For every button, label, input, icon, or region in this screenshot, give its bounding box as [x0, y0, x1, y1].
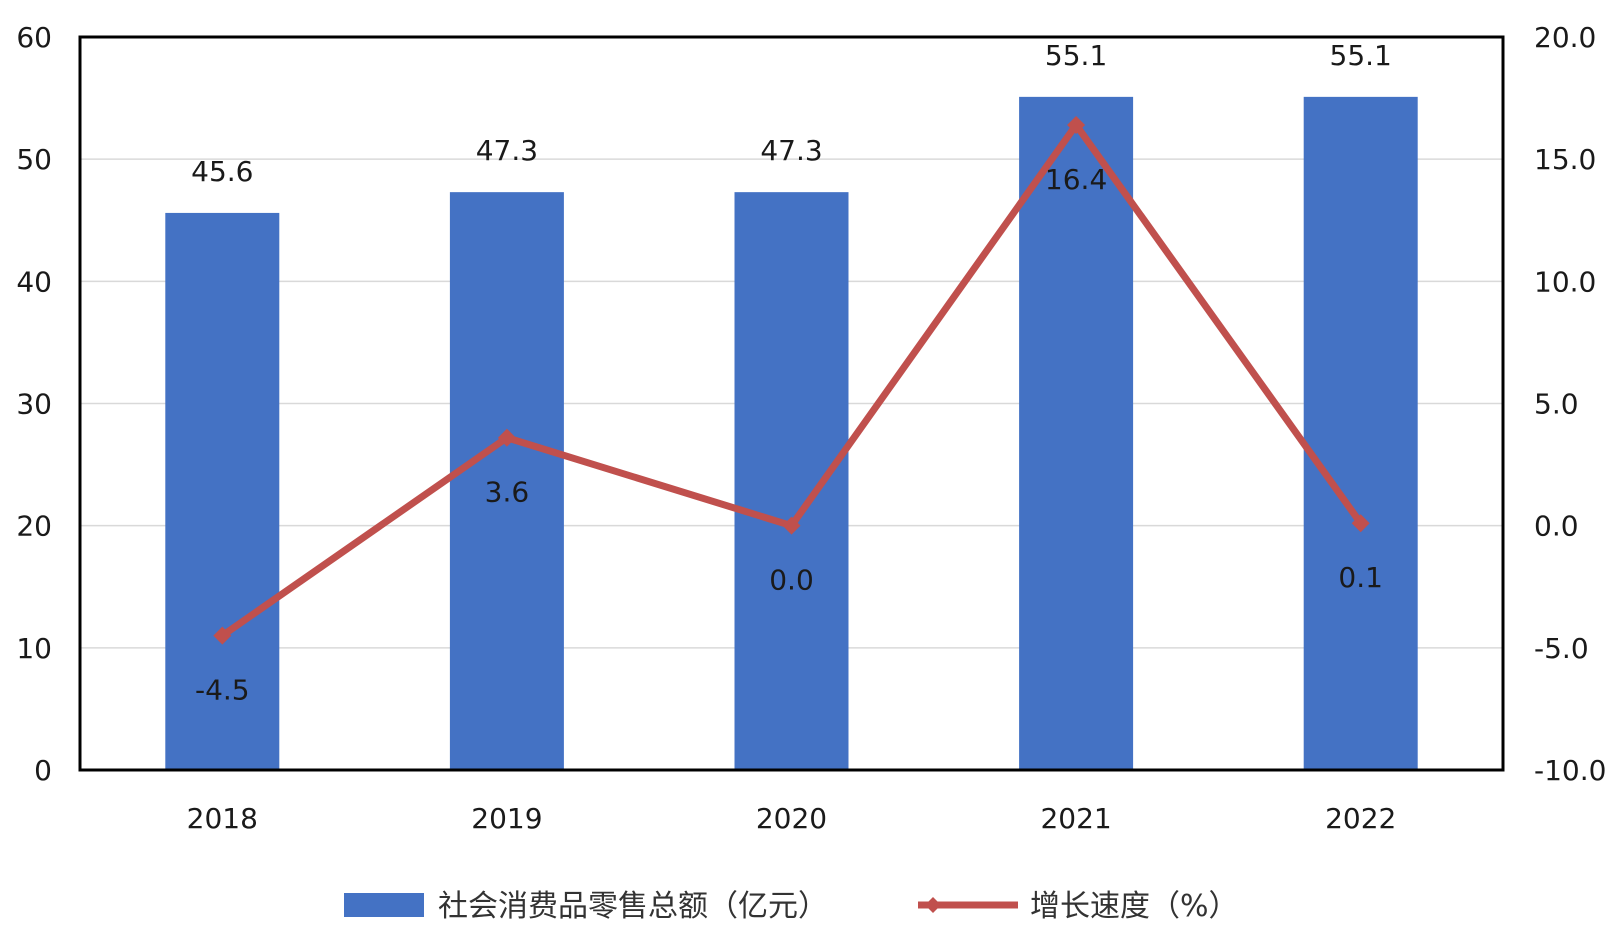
x-tick-2019: 2019 — [471, 802, 542, 835]
line-point-2021 — [1067, 115, 1086, 134]
y-right-tick: 15.0 — [1534, 143, 1596, 176]
x-tick-2021: 2021 — [1040, 802, 1111, 835]
y-left-tick: 0 — [34, 754, 52, 787]
legend: 社会消费品零售总额（亿元） 增长速度（%） — [344, 889, 1239, 924]
line-label-2019: 3.6 — [485, 476, 530, 509]
line-series — [213, 115, 1370, 645]
bar-2021 — [1019, 96, 1134, 770]
bar-2019 — [449, 192, 564, 770]
y-right-tick: -5.0 — [1534, 632, 1589, 665]
bar-data-labels: 45.6 47.3 47.3 55.1 55.1 — [191, 39, 1392, 188]
y-left-tick: 10 — [16, 632, 52, 665]
y-right-tick: 10.0 — [1534, 265, 1596, 298]
bar-2018 — [165, 212, 280, 771]
y-right-tick: 20.0 — [1534, 21, 1596, 54]
y-right-tick: -10.0 — [1534, 754, 1606, 787]
line-point-2022 — [1351, 514, 1370, 533]
line-label-2020: 0.0 — [769, 564, 814, 597]
bar-series — [165, 96, 1418, 771]
legend-bar-swatch — [344, 893, 424, 917]
x-tick-2020: 2020 — [756, 802, 827, 835]
y-left-tick: 20 — [16, 510, 52, 543]
bar-label-2020: 47.3 — [760, 134, 822, 167]
axes — [78, 35, 1505, 772]
x-tick-labels: 2018 2019 2020 2021 2022 — [187, 802, 1397, 835]
y-right-tick-labels: -10.0 -5.0 0.0 5.0 10.0 15.0 20.0 — [1534, 21, 1606, 787]
bar-label-2019: 47.3 — [476, 134, 538, 167]
bar-label-2018: 45.6 — [191, 155, 253, 188]
y-left-tick-labels: 0 10 20 30 40 50 60 — [16, 21, 52, 787]
line-label-2021: 16.4 — [1045, 163, 1107, 196]
line-label-2022: 0.1 — [1338, 561, 1383, 594]
y-left-tick: 50 — [16, 143, 52, 176]
y-left-tick: 60 — [16, 21, 52, 54]
bar-2020 — [734, 192, 849, 770]
y-left-tick: 30 — [16, 388, 52, 421]
y-right-tick: 5.0 — [1534, 388, 1579, 421]
y-left-tick: 40 — [16, 265, 52, 298]
legend-bar-label: 社会消费品零售总额（亿元） — [438, 889, 828, 924]
line-point-2020 — [782, 516, 801, 535]
x-tick-2022: 2022 — [1325, 802, 1396, 835]
legend-line-marker — [925, 897, 941, 913]
bar-label-2021: 55.1 — [1045, 39, 1107, 72]
line-point-2018 — [213, 626, 232, 645]
x-tick-2018: 2018 — [187, 802, 258, 835]
line-point-2019 — [497, 428, 516, 447]
line-data-labels: -4.5 3.6 0.0 16.4 0.1 — [195, 163, 1383, 707]
legend-line-label: 增长速度（%） — [1030, 889, 1239, 924]
y-right-tick: 0.0 — [1534, 510, 1579, 543]
line-label-2018: -4.5 — [195, 674, 250, 707]
plot-frame — [78, 35, 1505, 772]
bar-label-2022: 55.1 — [1330, 39, 1392, 72]
bar-2022 — [1303, 96, 1418, 770]
